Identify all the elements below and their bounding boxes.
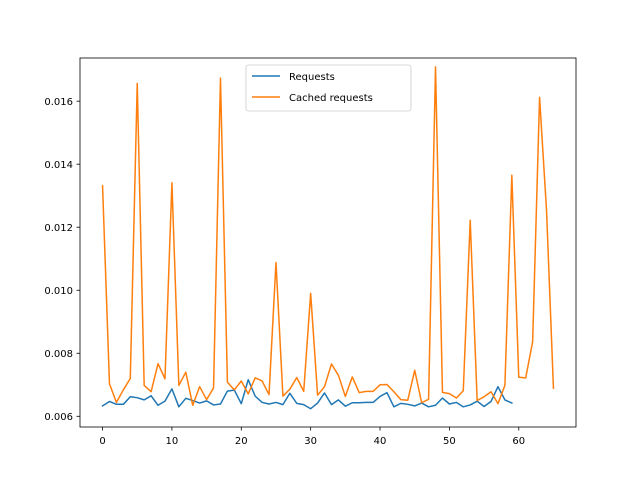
series-line-cached-requests bbox=[101, 66, 555, 407]
x-tick-label: 60 bbox=[512, 436, 525, 447]
x-tick-label: 30 bbox=[304, 436, 317, 447]
y-tick-label: 0.006 bbox=[44, 412, 73, 423]
x-tick-label: 10 bbox=[166, 436, 179, 447]
x-tick-label: 40 bbox=[374, 436, 387, 447]
plot-frame bbox=[79, 57, 577, 428]
y-tick-label: 0.010 bbox=[44, 286, 73, 297]
series-layer bbox=[101, 66, 555, 410]
y-tick-label: 0.014 bbox=[44, 160, 73, 171]
y-tick-label: 0.016 bbox=[44, 97, 73, 108]
x-tick-label: 0 bbox=[99, 436, 105, 447]
y-tick-label: 0.008 bbox=[44, 349, 73, 360]
legend: Requests Cached requests bbox=[245, 64, 412, 112]
legend-label-requests: Requests bbox=[289, 72, 335, 83]
x-axis: 0 10 20 30 40 50 60 bbox=[99, 427, 525, 447]
legend-label-cached-requests: Cached requests bbox=[289, 93, 373, 104]
x-tick-label: 20 bbox=[235, 436, 248, 447]
series-line-requests bbox=[101, 378, 513, 410]
y-tick-label: 0.012 bbox=[44, 223, 73, 234]
x-tick-label: 50 bbox=[443, 436, 456, 447]
legend-box bbox=[245, 64, 412, 112]
plot-area bbox=[79, 57, 577, 428]
y-axis: 0.006 0.008 0.010 0.012 0.014 0.016 bbox=[44, 97, 80, 423]
